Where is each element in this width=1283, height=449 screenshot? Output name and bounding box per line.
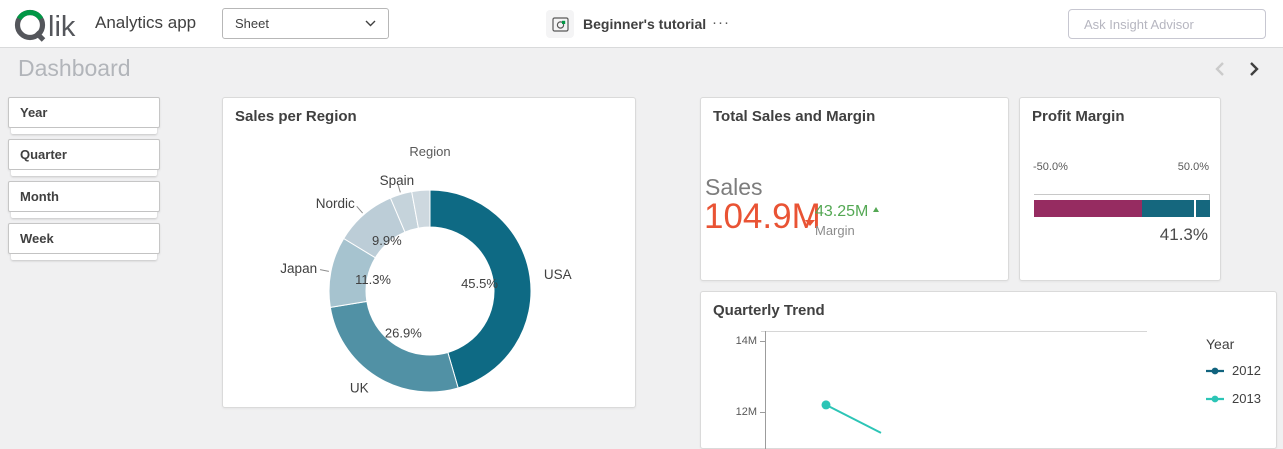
- kpi-primary-label: Sales: [705, 174, 763, 200]
- filter-listbox-month[interactable]: Month: [8, 181, 160, 212]
- filter-listbox-year[interactable]: Year: [8, 97, 160, 128]
- legend-item-2013[interactable]: 2013: [1206, 391, 1276, 406]
- legend-label: 2013: [1232, 391, 1261, 406]
- filter-item-quarter: Quarter: [8, 139, 160, 176]
- card-title: Profit Margin: [1032, 108, 1125, 125]
- trend-down-icon: [805, 220, 815, 226]
- card-title: Sales per Region: [235, 108, 357, 125]
- kpi-primary-value: 104.9M: [704, 197, 821, 236]
- filter-item-month: Month: [8, 181, 160, 218]
- gauge-min-label: -50.0%: [1033, 161, 1068, 173]
- y-tick-label-14m: 14M: [735, 335, 757, 347]
- donut-slice-usa[interactable]: [429, 189, 532, 389]
- gauge-value-label: 41.3%: [1159, 225, 1208, 244]
- donut-slice-label-usa: USA: [544, 267, 572, 282]
- legend-marker-icon: [1206, 367, 1224, 374]
- qlik-logo-icon: lik: [14, 9, 76, 43]
- previous-sheet-button[interactable]: [1212, 60, 1230, 78]
- insight-advisor-search[interactable]: [1068, 9, 1266, 39]
- legend-items: 2012 2013: [1206, 363, 1276, 406]
- filter-item-week: Week: [8, 223, 160, 260]
- plot-top-border: [761, 331, 1147, 332]
- donut-slice-uk[interactable]: [329, 300, 459, 393]
- filter-strip: [11, 128, 157, 134]
- sheet-selector-value: Sheet: [235, 16, 269, 31]
- chevron-down-icon: [365, 20, 376, 27]
- donut-slice-label-spain: Spain: [380, 173, 415, 188]
- trend-line-2013: [825, 404, 882, 434]
- top-bar: lik Analytics app Sheet Beginner's tutor…: [0, 0, 1283, 48]
- donut-chart: 45.5% USA 26.9% UK 11.3% Japan 9.9% Nordic Spain: [280, 173, 572, 395]
- y-axis-tick: [760, 341, 765, 342]
- donut-slice-label-japan: Japan: [280, 261, 317, 276]
- sheet-title: Dashboard: [18, 55, 131, 81]
- donut-percent-label: 45.5%: [461, 276, 498, 291]
- app-icon: [546, 10, 574, 38]
- sheet-selector-dropdown[interactable]: Sheet: [222, 8, 389, 39]
- donut-leader-line: [397, 183, 401, 193]
- gauge-segment: [1142, 200, 1210, 217]
- trend-point-2013[interactable]: [821, 400, 831, 410]
- gauge-segment: [1034, 200, 1143, 217]
- search-input[interactable]: [1084, 16, 1260, 32]
- donut-slice-label-nordic: Nordic: [316, 196, 355, 211]
- next-sheet-button[interactable]: [1244, 60, 1262, 78]
- trend-up-icon: [873, 207, 879, 212]
- card-total-sales-margin: Total Sales and Margin Sales 104.9M 43.2…: [700, 97, 1009, 281]
- kpi-secondary-label: Margin: [815, 223, 855, 238]
- card-title: Quarterly Trend: [713, 302, 825, 319]
- legend-label: 2012: [1232, 363, 1261, 378]
- y-tick-label-12m: 12M: [735, 406, 757, 418]
- app-window-icon: [551, 16, 569, 32]
- kpi-secondary-value: 43.25M: [815, 203, 869, 220]
- more-menu-button[interactable]: ···: [712, 14, 730, 31]
- app-name: Analytics app: [95, 13, 197, 32]
- card-profit-margin: Profit Margin -50.0% 50.0% 41.3%: [1019, 97, 1221, 281]
- filter-strip: [11, 212, 157, 218]
- gauge-axis: [1034, 194, 1210, 201]
- legend-title: Year: [1206, 336, 1235, 352]
- gauge-max-label: 50.0%: [1177, 161, 1209, 173]
- donut-percent-label: 26.9%: [385, 325, 422, 340]
- app-title-button[interactable]: Beginner's tutorial: [583, 16, 707, 32]
- donut-percent-label: 11.3%: [355, 272, 391, 287]
- gauge-value-marker: [1193, 200, 1196, 217]
- qlik-logo[interactable]: lik: [14, 6, 86, 43]
- donut-slice-label-uk: UK: [350, 380, 369, 395]
- donut-dimension-label: Region: [409, 144, 451, 159]
- y-axis-line: [765, 331, 766, 449]
- filter-item-year: Year: [8, 97, 160, 134]
- donut-leader-line: [319, 269, 329, 272]
- trend-legend: Year 2012 2013: [1206, 336, 1276, 419]
- filter-listbox-week[interactable]: Week: [8, 223, 160, 254]
- donut-slice-other[interactable]: [411, 189, 431, 229]
- gauge-axis-tick: [1209, 195, 1210, 201]
- line-chart: [821, 400, 882, 434]
- legend-item-2012[interactable]: 2012: [1206, 363, 1276, 378]
- svg-text:lik: lik: [48, 11, 76, 42]
- gauge-scale-labels: -50.0% 50.0%: [1033, 161, 1209, 173]
- filter-listbox-quarter[interactable]: Quarter: [8, 139, 160, 170]
- donut-percent-label: 9.9%: [372, 233, 402, 248]
- card-title: Total Sales and Margin: [713, 108, 876, 125]
- card-quarterly-trend: Quarterly Trend 14M 12M Year 2012 2013: [700, 291, 1277, 449]
- legend-marker-icon: [1206, 395, 1224, 402]
- donut-leader-line: [356, 205, 363, 214]
- card-sales-per-region: Sales per Region Region 45.5% USA 26.9% UK 1…: [222, 97, 636, 408]
- filter-strip: [11, 254, 157, 260]
- filter-strip: [11, 170, 157, 176]
- gauge-bar: [1034, 200, 1210, 217]
